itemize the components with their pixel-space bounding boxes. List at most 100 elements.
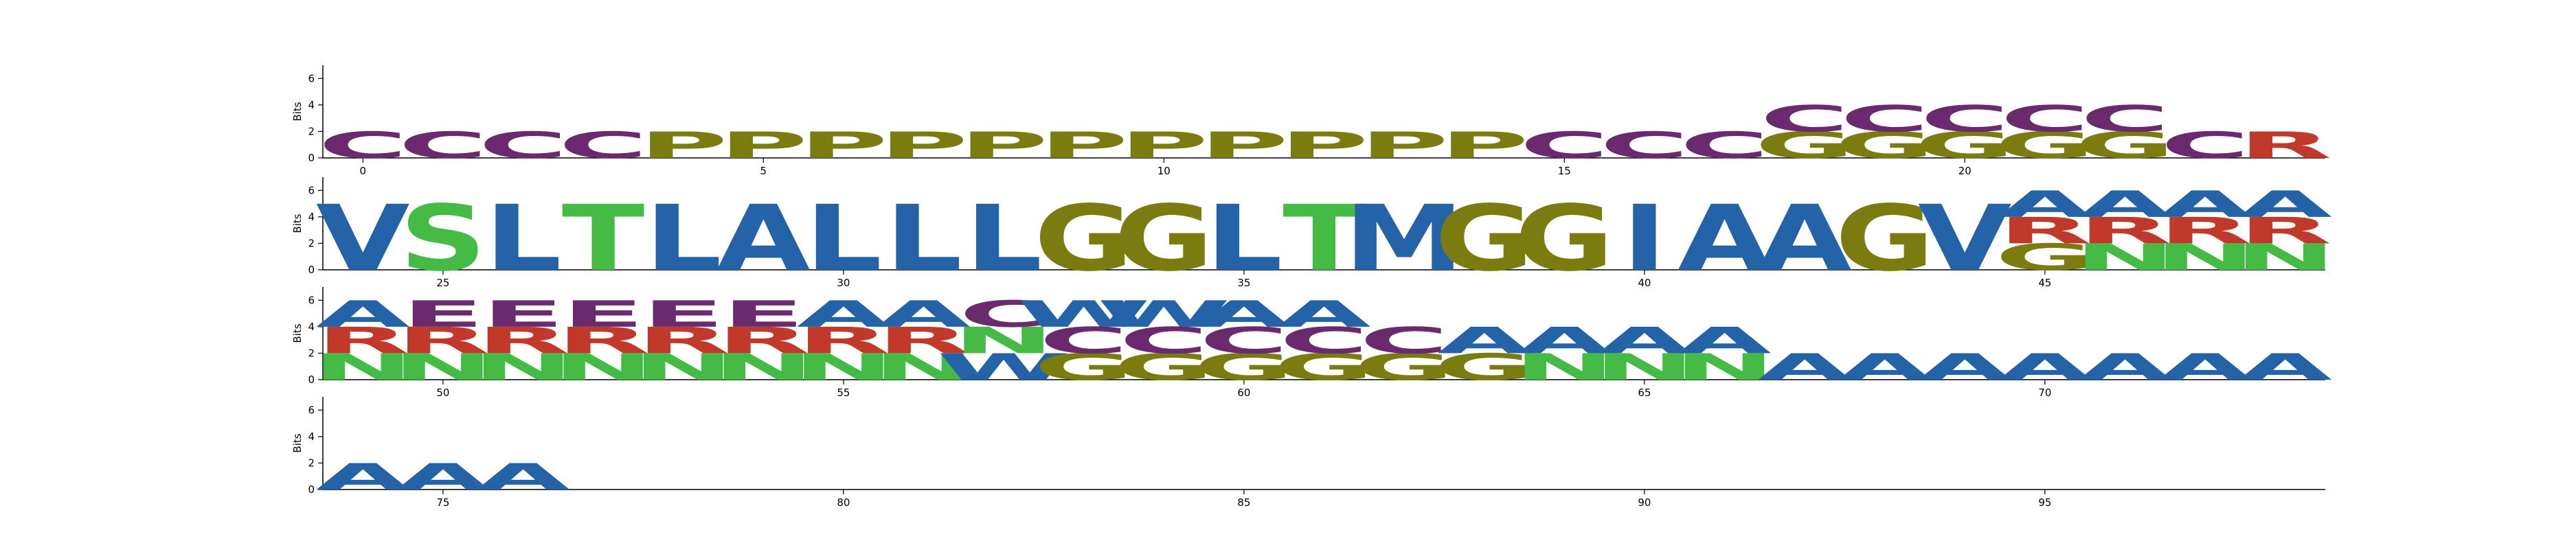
x-tick-label: 25	[436, 277, 449, 289]
logo-letter-W: W	[937, 346, 1071, 389]
logo-letter-C: C	[398, 124, 488, 167]
y-tick-label: 6	[308, 72, 315, 84]
logo-letter-A: A	[2158, 183, 2252, 226]
logo-letter-N: N	[793, 346, 894, 389]
y-tick-label: 2	[308, 457, 315, 469]
y-tick-label: 4	[308, 321, 315, 333]
logo-letter-P: P	[1039, 124, 1128, 167]
y-axis-label: Bits	[291, 433, 304, 452]
y-tick-label: 6	[308, 184, 315, 196]
x-tick-label: 55	[837, 387, 850, 399]
logo-letter-R: R	[877, 319, 970, 362]
logo-letter-G: G	[1835, 185, 1934, 291]
x-tick-label: 75	[436, 496, 449, 509]
x-tick-label: 30	[837, 277, 850, 289]
logo-letter-L: L	[1206, 185, 1283, 291]
logo-letter-W: W	[1017, 293, 1151, 336]
logo-letter-A: A	[1517, 319, 1612, 362]
logo-letter-P: P	[1199, 124, 1288, 167]
logo-letter-A: A	[1277, 293, 1371, 336]
logo-letter-C: C	[959, 293, 1048, 336]
logo-letter-R: R	[1998, 209, 2092, 252]
logo-letter-N: N	[953, 319, 1054, 362]
x-tick-label: 50	[436, 387, 449, 399]
logo-letter-W: W	[1097, 293, 1231, 336]
x-tick-label: 15	[1558, 165, 1571, 177]
logo-letter-A: A	[877, 293, 971, 336]
logo-letter-P: P	[1359, 124, 1448, 167]
logo-letter-A: A	[1998, 346, 2092, 389]
logo-letter-A: A	[1677, 319, 1772, 362]
logo-letter-P: P	[1120, 124, 1208, 167]
logo-letter-A: A	[1838, 346, 1932, 389]
logo-letter-A: A	[476, 456, 570, 498]
y-axis-label: Bits	[291, 102, 304, 121]
logo-letter-I: I	[1622, 185, 1667, 291]
logo-letter-C: C	[1359, 319, 1449, 362]
logo-letter-R: R	[2158, 209, 2252, 252]
logo-letter-A: A	[2158, 346, 2252, 389]
logo-letter-G: G	[1755, 124, 1855, 167]
x-tick-label: 60	[1237, 387, 1250, 399]
logo-letter-C: C	[558, 124, 648, 167]
logo-letter-C: C	[1840, 97, 1930, 140]
logo-letter-G: G	[1915, 124, 2015, 167]
logo-letter-S: S	[399, 185, 486, 291]
y-tick-label: 6	[308, 294, 315, 306]
logo-letter-R: R	[2239, 124, 2332, 167]
logo-letter-C: C	[1760, 97, 1849, 140]
x-tick-label: 70	[2038, 387, 2051, 399]
logo-letter-A: A	[716, 185, 811, 291]
logo-letter-A: A	[2238, 346, 2332, 389]
logo-letter-E: E	[402, 293, 485, 336]
logo-letter-C: C	[479, 124, 568, 167]
logo-letter-N: N	[1513, 346, 1615, 389]
logo-letter-N: N	[873, 346, 975, 389]
logo-letter-R: R	[797, 319, 890, 362]
logo-letter-L: L	[484, 185, 562, 291]
logo-letter-P: P	[799, 124, 888, 167]
x-tick-label: 10	[1157, 165, 1171, 177]
logo-letter-R: R	[396, 319, 490, 362]
logo-letter-G: G	[1274, 346, 1374, 389]
logo-letter-R: R	[556, 319, 650, 362]
logo-letter-R: R	[2239, 209, 2332, 252]
x-tick-label: 20	[1958, 165, 1971, 177]
logo-letter-N: N	[312, 346, 414, 389]
x-tick-label: 0	[360, 165, 367, 177]
logo-letter-R: R	[637, 319, 730, 362]
logo-letter-M: M	[1344, 185, 1465, 291]
logo-letter-E: E	[642, 293, 725, 336]
logo-letter-C: C	[1600, 124, 1689, 167]
logo-letter-P: P	[719, 124, 808, 167]
logo-letter-G: G	[2075, 124, 2175, 167]
logo-letter-N: N	[552, 346, 654, 389]
logo-letter-G: G	[1034, 185, 1133, 291]
x-tick-label: 65	[1638, 387, 1651, 399]
logo-letter-A: A	[2078, 183, 2172, 226]
y-tick-label: 2	[308, 347, 315, 359]
logo-letter-A: A	[316, 456, 410, 498]
x-tick-label: 45	[2038, 277, 2051, 289]
logo-letter-G: G	[1835, 124, 1934, 167]
logo-letter-G: G	[1995, 236, 2094, 279]
y-tick-label: 4	[308, 430, 315, 443]
logo-letter-N: N	[2075, 236, 2176, 279]
logo-letter-G: G	[1114, 346, 1214, 389]
logo-letter-C: C	[1119, 319, 1208, 362]
y-tick-label: 0	[308, 152, 315, 164]
logo-letter-A: A	[1758, 346, 1852, 389]
y-tick-label: 0	[308, 483, 315, 496]
logo-letter-G: G	[1034, 346, 1133, 389]
logo-letter-G: G	[1434, 185, 1534, 291]
logo-letter-C: C	[2160, 124, 2250, 167]
x-tick-label: 90	[1638, 496, 1651, 509]
logo-letter-N: N	[1594, 346, 1695, 389]
y-tick-label: 0	[308, 373, 315, 386]
logo-letter-C: C	[2000, 97, 2090, 140]
logo-letter-A: A	[1998, 183, 2092, 226]
logo-letter-G: G	[1515, 185, 1614, 291]
